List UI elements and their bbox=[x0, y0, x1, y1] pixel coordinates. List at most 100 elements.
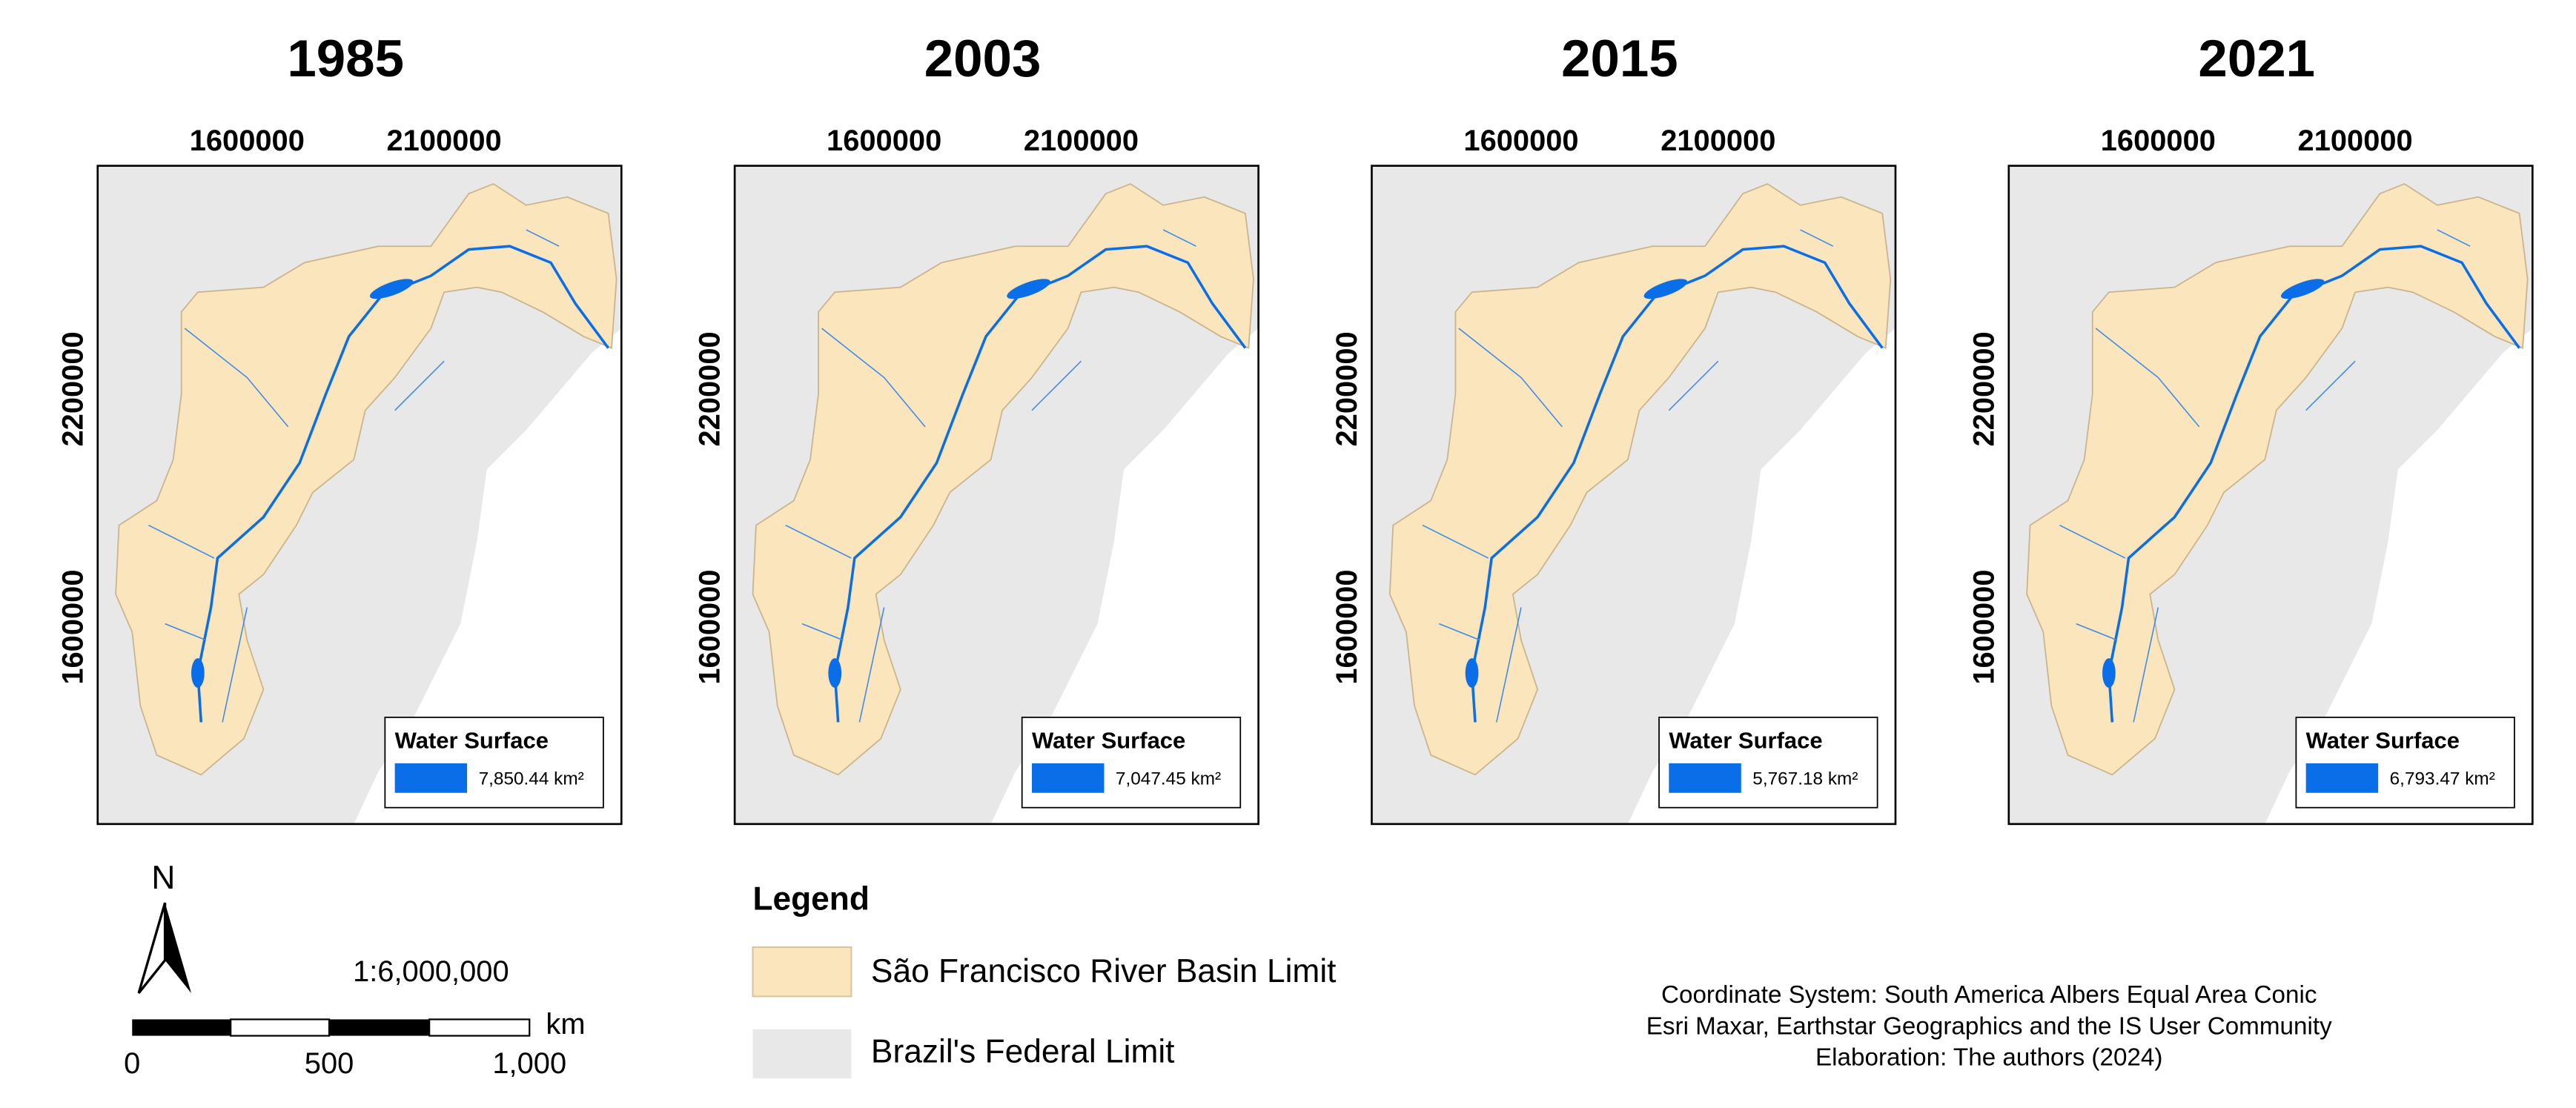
credit: Elaboration: The authors (2024) bbox=[1815, 1044, 2162, 1071]
reservoir bbox=[2280, 279, 2325, 299]
scale-label: 1,000 bbox=[492, 1047, 566, 1080]
map-frame bbox=[1371, 165, 1897, 826]
scale-label: 500 bbox=[305, 1047, 354, 1080]
water-legend-value: 7,850.44 km² bbox=[479, 769, 584, 789]
panel-title: 1985 bbox=[287, 30, 404, 88]
north-arrow-right bbox=[165, 903, 192, 993]
scale-label: 0 bbox=[124, 1047, 140, 1080]
map-panel: 2015 1600000 2100000 2200000 1600000 Water Su… bbox=[1331, 30, 1897, 826]
y-coord-label: 1600000 bbox=[1331, 569, 1363, 684]
legend-swatch bbox=[752, 946, 852, 998]
tributary bbox=[801, 623, 844, 641]
y-coord-label: 2200000 bbox=[694, 331, 726, 446]
panel-title: 2021 bbox=[2198, 30, 2315, 88]
y-coord-label: 1600000 bbox=[694, 569, 726, 684]
basin bbox=[752, 183, 1254, 776]
tributary bbox=[2095, 328, 2200, 428]
x-coord-label: 1600000 bbox=[2101, 125, 2216, 157]
map-frame bbox=[733, 165, 1259, 826]
river bbox=[1470, 245, 1884, 723]
legend-item: Brazil's Federal Limit bbox=[871, 1034, 1175, 1070]
scale-segment bbox=[230, 1018, 331, 1037]
y-coord-label: 2200000 bbox=[1967, 331, 2000, 446]
map-panel: 2021 1600000 2100000 2200000 1600000 Water Su… bbox=[1967, 30, 2534, 826]
ocean bbox=[354, 328, 622, 824]
x-coord-label: 2100000 bbox=[386, 125, 501, 157]
scale-text: 1:6,000,000 bbox=[353, 955, 509, 988]
north-label: N bbox=[151, 860, 175, 896]
y-coord-label: 1600000 bbox=[1967, 569, 2000, 684]
credit: Esri Maxar, Earthstar Geographics and th… bbox=[1646, 1012, 2332, 1040]
map-frame bbox=[96, 165, 623, 826]
reservoir bbox=[191, 658, 205, 689]
tributary bbox=[1162, 229, 1196, 247]
tributary bbox=[821, 328, 926, 428]
map-panel: 1985 1600000 2100000 2200000 1600000 Water Su… bbox=[56, 30, 623, 826]
water-legend-box bbox=[1021, 716, 1242, 809]
y-coord-label: 1600000 bbox=[56, 569, 89, 684]
tributary bbox=[785, 525, 852, 559]
scale-segment bbox=[329, 1019, 430, 1036]
tributary bbox=[1031, 360, 1082, 411]
water-legend-title: Water Surface bbox=[2306, 727, 2460, 753]
basin bbox=[1388, 183, 1892, 776]
basin bbox=[2026, 183, 2529, 776]
scale-segment bbox=[132, 1019, 231, 1036]
water-legend-value: 6,793.47 km² bbox=[2390, 769, 2495, 789]
tributary bbox=[2305, 360, 2356, 411]
reservoir bbox=[1465, 658, 1479, 689]
ocean bbox=[2265, 328, 2533, 824]
x-coord-label: 1600000 bbox=[1463, 125, 1578, 157]
water-swatch bbox=[1031, 763, 1105, 793]
legend-title: Legend bbox=[752, 881, 869, 918]
basin bbox=[115, 183, 617, 776]
water-swatch bbox=[1669, 763, 1741, 793]
tributary bbox=[1438, 623, 1480, 641]
tributary bbox=[1496, 607, 1522, 723]
scale-unit: km bbox=[546, 1008, 585, 1041]
scale-segment bbox=[428, 1018, 531, 1037]
tributary bbox=[184, 328, 289, 428]
y-coord-label: 2200000 bbox=[56, 331, 89, 446]
north-arrow-left bbox=[137, 902, 167, 995]
water-legend-title: Water Surface bbox=[395, 727, 549, 753]
credit: Coordinate System: South America Albers … bbox=[1661, 981, 2317, 1009]
tributary bbox=[858, 607, 885, 723]
reservoir bbox=[369, 279, 414, 299]
water-swatch bbox=[394, 763, 468, 793]
panels: 1985 1600000 2100000 2200000 1600000 Water Su… bbox=[56, 30, 2534, 826]
tributary bbox=[165, 623, 207, 641]
tributary bbox=[2076, 623, 2118, 641]
river bbox=[833, 245, 1247, 723]
water-legend-title: Water Surface bbox=[1669, 727, 1822, 753]
legend-swatch bbox=[752, 1029, 852, 1079]
panel-title: 2003 bbox=[924, 30, 1042, 88]
x-coord-label: 2100000 bbox=[2298, 125, 2413, 157]
legend-item: São Francisco River Basin Limit bbox=[871, 953, 1337, 989]
x-coord-label: 1600000 bbox=[190, 125, 305, 157]
panel-title: 2015 bbox=[1561, 30, 1678, 88]
reservoir bbox=[828, 658, 842, 689]
river bbox=[2108, 245, 2521, 723]
tributary bbox=[2059, 525, 2126, 559]
water-legend-title: Water Surface bbox=[1032, 727, 1185, 753]
map-panel: 2003 1600000 2100000 2200000 1600000 Water Su… bbox=[694, 30, 1259, 826]
river bbox=[196, 245, 609, 723]
water-legend-value: 7,047.45 km² bbox=[1116, 769, 1221, 789]
tributary bbox=[394, 360, 445, 411]
ocean bbox=[1627, 328, 1895, 824]
x-coord-label: 2100000 bbox=[1661, 125, 1775, 157]
tributary bbox=[222, 607, 248, 723]
reservoir bbox=[1643, 279, 1688, 299]
reservoir bbox=[2102, 658, 2116, 689]
tributary bbox=[526, 229, 560, 247]
tributary bbox=[1668, 360, 1719, 411]
tributary bbox=[1800, 229, 1834, 247]
tributary bbox=[2437, 229, 2471, 247]
tributary bbox=[1422, 525, 1489, 559]
tributary bbox=[2133, 607, 2159, 723]
x-coord-label: 2100000 bbox=[1024, 125, 1139, 157]
tributary bbox=[148, 525, 215, 559]
map-frame bbox=[2007, 165, 2534, 826]
reservoir bbox=[1007, 279, 1050, 299]
